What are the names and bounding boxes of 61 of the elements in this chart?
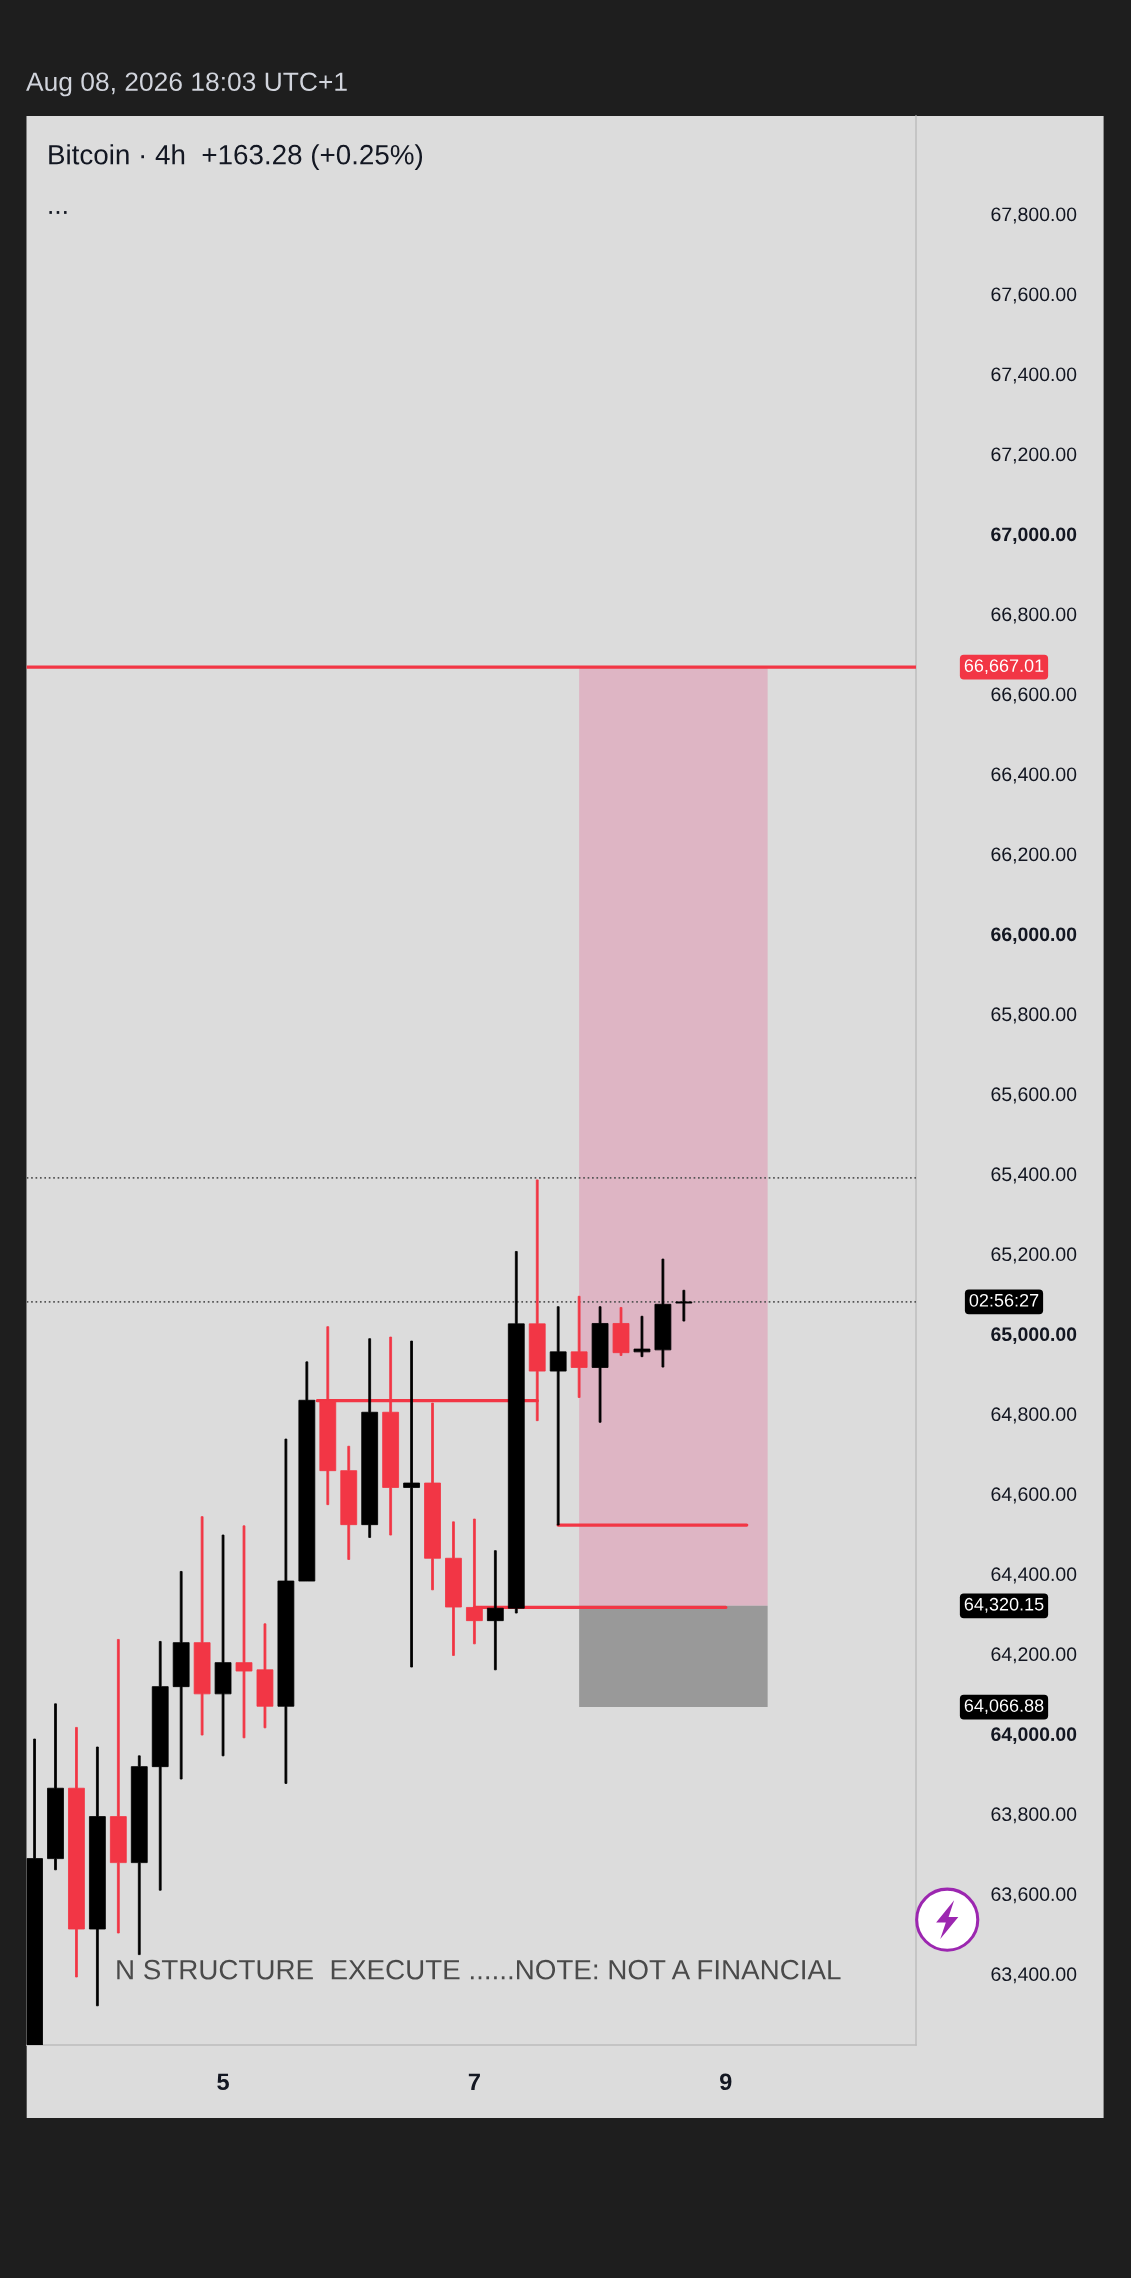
candlestick <box>214 1534 232 1757</box>
y-tick-label: 66,200.00 <box>991 847 1077 864</box>
candlestick <box>654 1258 672 1368</box>
annotation: ... <box>49 211 67 214</box>
text: 02:56:27 <box>969 1293 1039 1307</box>
y-tick-label: 67,600.00 <box>991 287 1077 304</box>
ref-line-label: 66,667.01 <box>964 659 1044 675</box>
candlestick <box>675 1289 693 1322</box>
candlestick <box>68 1727 85 1978</box>
x-tick-label: 9 <box>720 2073 732 2091</box>
text: 64,320.15 <box>964 1597 1044 1613</box>
candlestick <box>612 1307 630 1356</box>
y-tick-label: 67,000.00 <box>991 527 1077 545</box>
y-tick-label: 64,200.00 <box>991 1647 1077 1664</box>
y-tick-label: 65,600.00 <box>991 1087 1077 1104</box>
y-tick-label: 67,200.00 <box>991 447 1077 464</box>
candlestick <box>235 1525 253 1739</box>
candlestick <box>193 1516 211 1736</box>
y-tick-label: 63,600.00 <box>991 1887 1077 1904</box>
candlestick <box>298 1361 316 1582</box>
y-tick-label: 64,000.00 <box>991 1727 1077 1744</box>
candlestick <box>507 1251 525 1614</box>
x-tick-label: 7 <box>468 2073 480 2090</box>
candlestick <box>445 1521 462 1656</box>
candlestick <box>361 1338 379 1538</box>
candlestick <box>172 1571 190 1780</box>
candlestick <box>47 1703 64 1871</box>
y-tick-label: 66,800.00 <box>991 607 1077 624</box>
candlestick <box>570 1295 588 1398</box>
candlestick <box>89 1746 106 2007</box>
candlestick <box>277 1438 295 1784</box>
candlestick <box>486 1550 504 1671</box>
y-tick-label: 67,400.00 <box>991 367 1077 384</box>
y-tick-label: 65,000.00 <box>991 1327 1077 1344</box>
y-tick-label: 65,400.00 <box>991 1167 1077 1184</box>
y-tick-label: 67,800.00 <box>991 207 1077 224</box>
candlestick <box>256 1623 274 1729</box>
text: 64,066.88 <box>964 1699 1044 1715</box>
y-tick-label: 64,400.00 <box>991 1567 1077 1584</box>
text: Bitcoin · 4h +163.28 (+0.25%) <box>49 144 423 171</box>
y-tick-label: 65,800.00 <box>991 1007 1077 1024</box>
candlestick <box>109 1639 127 1934</box>
y-tick-label: 63,800.00 <box>991 1807 1077 1824</box>
y-tick-label: 66,000.00 <box>991 927 1077 944</box>
candlestick <box>633 1315 651 1358</box>
chart-subtitle: Aug 08, 2026 18:03 UTC+1 <box>26 72 347 97</box>
candlestick <box>591 1306 609 1423</box>
candlestick <box>340 1445 358 1560</box>
candlestick <box>151 1641 169 1891</box>
y-tick-label: 65,200.00 <box>991 1247 1077 1264</box>
x-tick-label: 5 <box>217 2073 229 2091</box>
y-tick-label: 66,600.00 <box>991 687 1077 704</box>
y-tick-label: 66,400.00 <box>991 767 1077 784</box>
candlestick <box>403 1340 420 1668</box>
candlestick <box>26 1738 43 2045</box>
y-tick-label: 63,400.00 <box>991 1967 1077 1984</box>
candlestick <box>130 1755 148 1956</box>
candlestick <box>549 1306 567 1526</box>
annotation: N STRUCTURE EXECUTE ......NOTE: NOT A FINANCIAL <box>117 1959 841 1980</box>
y-tick-label: 64,600.00 <box>991 1487 1077 1504</box>
y-tick-label: 64,800.00 <box>991 1407 1077 1424</box>
